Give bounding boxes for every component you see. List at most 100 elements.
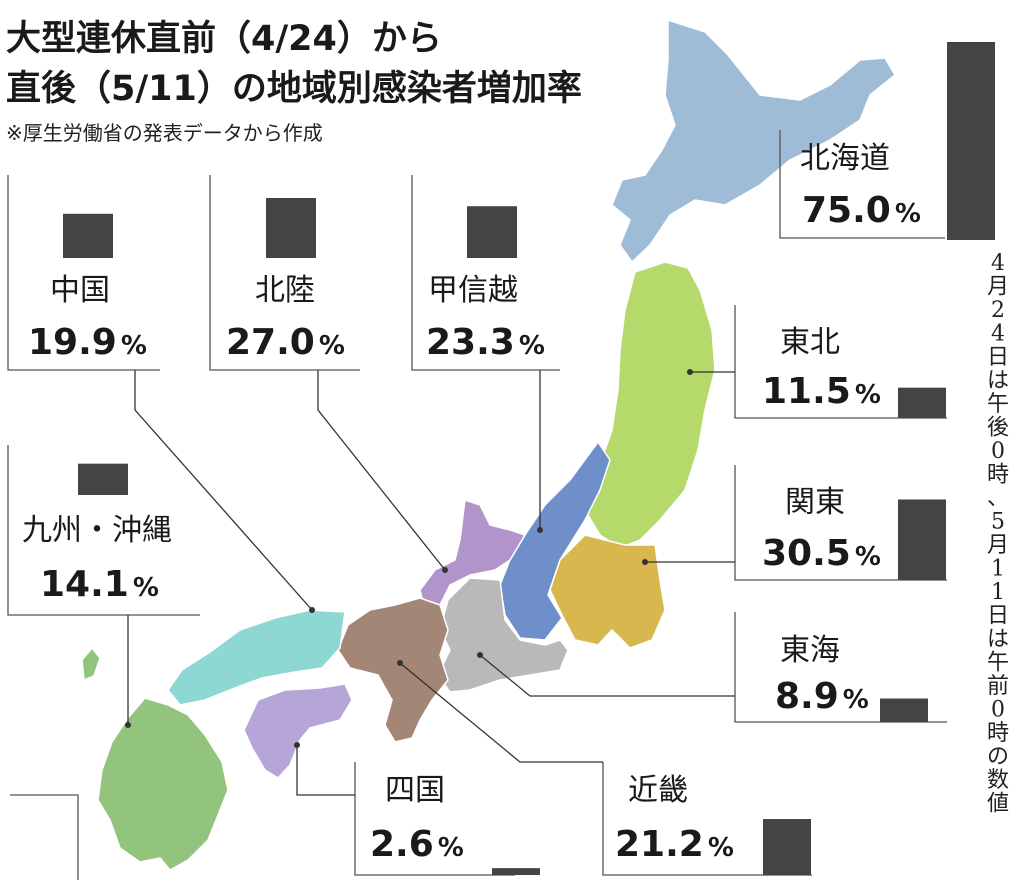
panel-frame-hokkaido [779,130,945,239]
vertical-note-char: 午 [987,651,1009,676]
data-label-koshinetsu: 23.3% [426,322,545,363]
vertical-note-char: 4 [991,322,1005,347]
panel-frame-shikoku [354,762,515,876]
bar-chugoku [63,213,113,258]
leader-arrow-chugoku [309,607,315,613]
vertical-note-char: 2 [991,298,1005,323]
map-region-shikoku [243,683,353,779]
vertical-note-char: は [987,369,1009,394]
data-label-kyushu-okinawa: 14.1% [40,564,159,605]
vertical-note-char: 値 [987,792,1009,817]
leader-line-shikoku [296,745,355,796]
panel-frame-kanto [734,465,947,581]
bar-tohoku [898,387,946,418]
vertical-note-char: 日 [987,345,1009,370]
vertical-note-char: 1 [991,557,1005,582]
panel-tohoku: 東北 11.5% [687,305,947,419]
title-line-1: 大型連休直前（4/24）から [6,19,442,59]
panel-frame-tohoku [734,305,947,419]
leader-arrow-tokai [477,652,483,658]
region-name-tohoku: 東北 [780,325,840,360]
data-label-kinki: 21.2% [615,824,734,865]
source-note: ※厚生労働省の発表データから作成 [6,121,323,145]
data-label-shikoku: 2.6% [370,824,464,865]
region-name-kanto: 関東 [785,485,845,520]
panel-frame-koshinetsu [411,175,560,371]
region-name-kinki: 近畿 [628,773,688,808]
bar-shikoku [492,868,540,875]
vertical-note-char: 5 [991,510,1005,535]
map-region-kinki [337,597,449,743]
region-panels: 北海道 75.0 % 東北 11.5 % 関東 30.5 % 東海 8.9 % 近畿 21.2 % 四国 2.6… [7,42,995,876]
data-label-hokuriku: 27.0% [226,322,345,363]
panel-hokkaido: 北海道 75.0% [779,42,995,240]
data-label-kanto: 30.5% [762,533,881,574]
leader-arrow-kyushu-okinawa [125,722,131,728]
leader-line-kinki [399,662,603,763]
region-name-hokkaido: 北海道 [800,141,890,176]
vertical-note-char: 月 [987,275,1009,300]
bar-kinki [763,819,811,875]
data-label-tohoku: 11.5% [762,371,881,412]
leader-arrow-shikoku [294,742,300,748]
region-name-shikoku: 四国 [385,773,445,808]
map-region-koshinetsu [499,441,611,641]
leader-line-tokai [479,654,735,697]
bar-kanto [898,499,946,580]
data-label-tokai: 8.9% [775,676,869,717]
bar-koshinetsu [467,206,517,258]
vertical-note-char: 数 [987,768,1009,793]
panel-frame-chugoku [7,175,160,371]
inset-frame [10,794,79,880]
region-name-chugoku: 中国 [50,273,110,308]
leader-line-hokuriku [317,370,446,571]
vertical-note-char: 、 [987,486,1009,511]
panel-kanto: 関東 30.5% [642,465,947,581]
leader-arrow-hokuriku [442,567,448,573]
panel-frame-kinki [602,762,812,876]
bar-hokuriku [266,198,316,258]
panel-koshinetsu: 甲信越 23.3% [411,175,560,533]
vertical-note-char: 前 [987,674,1009,699]
bar-hokkaido [947,42,995,240]
map-region-kyushu [97,697,229,871]
data-label-chugoku: 19.9% [28,322,147,363]
vertical-note-char: 時 [987,463,1009,488]
region-name-tokai: 東海 [780,633,840,668]
region-name-hokuriku: 北陸 [255,273,315,308]
vertical-note-char: 午 [987,392,1009,417]
panel-frame-kyushu-okinawa [7,445,200,616]
bar-kyushu-okinawa [78,463,128,495]
leader-arrow-koshinetsu [537,527,543,533]
vertical-note-char: の [987,745,1009,770]
vertical-note-char: 時 [987,721,1009,746]
vertical-note-char: 0 [991,698,1005,723]
vertical-note-char: 後 [987,416,1009,441]
map-region-hokkaido [611,19,896,263]
map-region-chugoku [167,609,346,706]
leader-arrow-tohoku [687,369,693,375]
leader-arrow-kinki [397,660,403,666]
map-okinawa-islands [81,647,101,681]
japan-map [81,19,896,871]
vertical-note-char: 月 [987,533,1009,558]
panel-frame-hokuriku [209,175,360,371]
title-line-2: 直後（5/11）の地域別感染者増加率 [6,69,582,109]
vertical-note-char: 0 [991,439,1005,464]
map-region-tohoku [584,261,716,549]
panel-kinki: 近畿 21.2% [397,660,812,876]
region-name-koshinetsu: 甲信越 [428,273,518,308]
panel-shikoku: 四国 2.6% [294,742,540,876]
map-region-hokuriku [419,499,526,611]
panel-frame-tokai [734,612,947,723]
vertical-note-char: は [987,627,1009,652]
vertical-note-char: 日 [987,604,1009,629]
vertical-note-char: 1 [991,580,1005,605]
region-name-kyushu-okinawa: 九州・沖縄 [22,513,172,548]
vertical-note-char: 4 [991,251,1005,276]
leader-arrow-kanto [642,559,648,565]
leader-line-chugoku [134,370,313,611]
panel-tokai: 東海 8.9% [477,612,947,723]
